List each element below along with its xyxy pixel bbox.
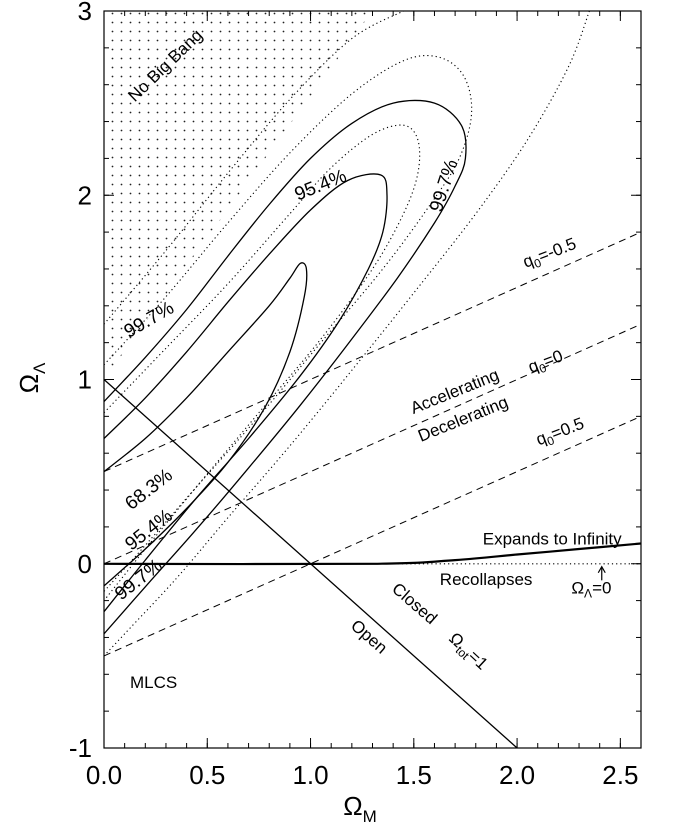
q0-label: q0=-0.5: [520, 234, 579, 274]
y-tick-label: 1: [78, 365, 92, 395]
annotation-confidence-99-7: 99.7%: [111, 555, 166, 605]
contour-line-9: [104, 99, 467, 635]
annotation-confidence-99-7: 99.7%: [426, 157, 463, 215]
y-tick-label: 0: [78, 549, 92, 579]
contour-line-10: [104, 124, 421, 601]
annotation-confidence-95-4: 95.4%: [292, 166, 350, 206]
boundary-line-2: [104, 542, 641, 566]
deceleration-line-4: [104, 231, 641, 473]
x-tick-label: 0.0: [86, 760, 122, 790]
annotation-closed: Closed: [388, 579, 440, 628]
no-big-bang-fill: [104, 11, 373, 380]
omega-lambda-label: ΩΛ=0: [571, 579, 611, 601]
y-tick-label: 2: [78, 180, 92, 210]
deceleration-line-5: [104, 323, 641, 565]
x-tick-label: 2.5: [602, 760, 638, 790]
y-tick-label: -1: [69, 733, 92, 763]
x-tick-label: 1.5: [396, 760, 432, 790]
y-tick-label: 3: [78, 0, 92, 26]
annotation-mlcs: MLCS: [130, 673, 177, 692]
x-tick-label: 2.0: [499, 760, 535, 790]
annotation-confidence-95-4: 95.4%: [121, 505, 176, 555]
x-tick-label: 0.5: [189, 760, 225, 790]
q0-label: q0=0.5: [534, 414, 588, 452]
annotation-expands-to-infinity: Expands to Infinity: [483, 529, 622, 548]
x-axis-label: ΩM: [343, 791, 377, 826]
q0-label: q0=0: [526, 347, 567, 380]
annotation-recollapses: Recollapses: [440, 570, 533, 589]
y-axis-label: ΩΛ: [14, 362, 49, 393]
omega-lambda-arrow-head: [597, 565, 606, 574]
annotation-open: Open: [347, 616, 391, 658]
no-big-bang-region: [104, 11, 373, 380]
axis-ticks: 0.0 0.5 1.0 1.5 2.0 2.5 -1 0 1 2 3: [69, 0, 641, 790]
annotation-confidence-68-3: 68.3%: [121, 465, 176, 515]
deceleration-line-6: [104, 415, 641, 657]
x-tick-label: 1.0: [292, 760, 328, 790]
contour-line-8: [104, 173, 388, 613]
plot-lines: [104, 11, 641, 748]
omega-tot-label: Ωtot=1: [443, 629, 491, 676]
contour-line-12: [104, 11, 404, 325]
